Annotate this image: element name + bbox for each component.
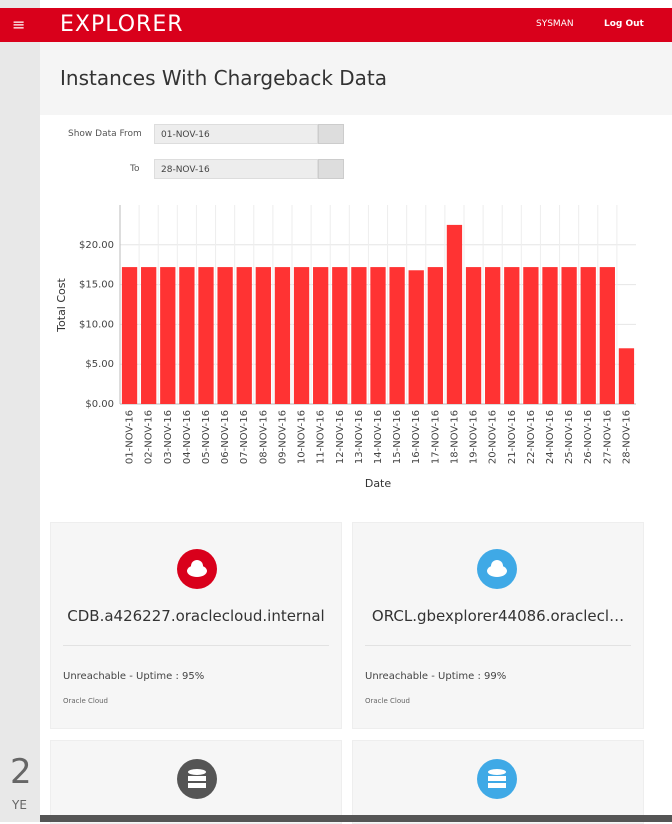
logo-number: 2 bbox=[10, 752, 32, 792]
chart: Total Cost Date $0.00 $5.00 $10.00 $15.00 $2… bbox=[55, 205, 636, 490]
bar bbox=[427, 267, 443, 404]
bar bbox=[370, 267, 386, 404]
calendar-button[interactable] bbox=[318, 159, 344, 179]
bar bbox=[485, 267, 501, 404]
x-tick-label: 22-NOV-16 bbox=[526, 410, 537, 464]
x-tick-label: 17-NOV-16 bbox=[430, 410, 441, 464]
x-tick-label: 08-NOV-16 bbox=[258, 410, 269, 464]
x-tick-label: 14-NOV-16 bbox=[373, 410, 384, 464]
x-axis-label: Date bbox=[365, 477, 392, 490]
instance-card[interactable]: CDB.a426227.oraclecloud.internal Unreach… bbox=[50, 522, 342, 729]
bar bbox=[408, 270, 424, 404]
x-tick-label: 15-NOV-16 bbox=[392, 410, 403, 464]
x-tick-label: 06-NOV-16 bbox=[220, 410, 231, 464]
y-tick-label: $0.00 bbox=[85, 399, 114, 410]
x-tick-label: 28-NOV-16 bbox=[621, 410, 632, 464]
logout[interactable]: Log Out bbox=[604, 19, 644, 29]
x-tick-label: 19-NOV-16 bbox=[469, 410, 480, 464]
status-icon bbox=[177, 759, 217, 799]
bar bbox=[198, 267, 214, 404]
bar bbox=[255, 267, 271, 404]
y-tick-label: $15.00 bbox=[79, 280, 114, 291]
x-tick-label: 26-NOV-16 bbox=[583, 410, 594, 464]
page-title: Instances With Chargeback Data bbox=[60, 66, 388, 90]
calendar-button[interactable] bbox=[318, 124, 344, 144]
bar bbox=[561, 267, 577, 404]
x-tick-label: 04-NOV-16 bbox=[182, 410, 193, 464]
instance-card[interactable] bbox=[352, 740, 644, 824]
bar bbox=[580, 267, 596, 404]
from-label: Show Data From bbox=[68, 129, 142, 139]
to-label: To bbox=[130, 164, 140, 174]
instance-name: CDB.a426227.oraclecloud.internal bbox=[67, 607, 325, 625]
status-icon bbox=[477, 759, 517, 799]
x-tick-label: 12-NOV-16 bbox=[335, 410, 346, 464]
bar bbox=[217, 267, 233, 404]
status-icon bbox=[477, 549, 517, 589]
bar bbox=[618, 348, 635, 404]
bar bbox=[351, 267, 367, 404]
logo-text: YE bbox=[12, 798, 27, 812]
bar bbox=[236, 267, 252, 404]
x-tick-label: 27-NOV-16 bbox=[602, 410, 613, 464]
bar bbox=[160, 267, 176, 404]
to-input[interactable]: 28-NOV-16 bbox=[154, 159, 318, 179]
bar bbox=[542, 267, 558, 404]
title-bar: Instances With Chargeback Data bbox=[40, 42, 672, 115]
x-tick-label: 02-NOV-16 bbox=[144, 410, 155, 464]
x-tick-label: 18-NOV-16 bbox=[449, 410, 460, 464]
bar bbox=[504, 267, 520, 404]
bar bbox=[313, 267, 329, 404]
x-tick-label: 16-NOV-16 bbox=[411, 410, 422, 464]
user[interactable]: SYSMAN bbox=[536, 19, 574, 29]
instance-status: Unreachable - Uptime : 95% bbox=[63, 671, 205, 682]
x-tick-label: 25-NOV-16 bbox=[564, 410, 575, 464]
brand[interactable]: EXPLORER bbox=[60, 12, 184, 37]
instance-name: ORCL.gbexplorer44086.oraclecl… bbox=[371, 607, 625, 625]
bar bbox=[599, 267, 615, 404]
x-tick-label: 03-NOV-16 bbox=[163, 410, 174, 464]
header: ≡ EXPLORER SYSMAN Log Out bbox=[0, 8, 672, 42]
x-tick-label: 10-NOV-16 bbox=[297, 410, 308, 464]
bar bbox=[523, 267, 539, 404]
x-tick-label: 21-NOV-16 bbox=[507, 410, 518, 464]
status-icon bbox=[177, 549, 217, 589]
x-tick-label: 05-NOV-16 bbox=[201, 410, 212, 464]
x-tick-label: 09-NOV-16 bbox=[277, 410, 288, 464]
from-input[interactable]: 01-NOV-16 bbox=[154, 124, 318, 144]
instance-status: Unreachable - Uptime : 99% bbox=[365, 671, 507, 682]
footer-bar bbox=[40, 815, 672, 822]
bar bbox=[465, 267, 482, 404]
x-tick-label: 11-NOV-16 bbox=[316, 410, 327, 464]
menu-icon[interactable]: ≡ bbox=[12, 15, 26, 34]
instance-card[interactable] bbox=[50, 740, 342, 824]
bar bbox=[274, 267, 291, 404]
y-axis-label: Total Cost bbox=[55, 278, 68, 333]
y-tick-label: $20.00 bbox=[79, 240, 114, 251]
sidebar bbox=[0, 0, 40, 822]
x-tick-label: 20-NOV-16 bbox=[488, 410, 499, 464]
bar bbox=[332, 267, 348, 404]
bar bbox=[446, 224, 463, 404]
x-tick-label: 24-NOV-16 bbox=[545, 410, 556, 464]
x-tick-label: 13-NOV-16 bbox=[354, 410, 365, 464]
y-tick-label: $10.00 bbox=[79, 319, 114, 330]
y-tick-label: $5.00 bbox=[85, 359, 114, 370]
instance-card[interactable]: ORCL.gbexplorer44086.oraclecl… Unreachab… bbox=[352, 522, 644, 729]
bar bbox=[389, 267, 405, 404]
instance-source: Oracle Cloud bbox=[63, 697, 108, 705]
bar bbox=[141, 267, 157, 404]
bar bbox=[293, 267, 310, 404]
instance-source: Oracle Cloud bbox=[365, 697, 410, 705]
bar bbox=[179, 267, 195, 404]
bar bbox=[121, 267, 138, 404]
x-tick-label: 01-NOV-16 bbox=[125, 410, 136, 464]
x-tick-label: 07-NOV-16 bbox=[239, 410, 250, 464]
